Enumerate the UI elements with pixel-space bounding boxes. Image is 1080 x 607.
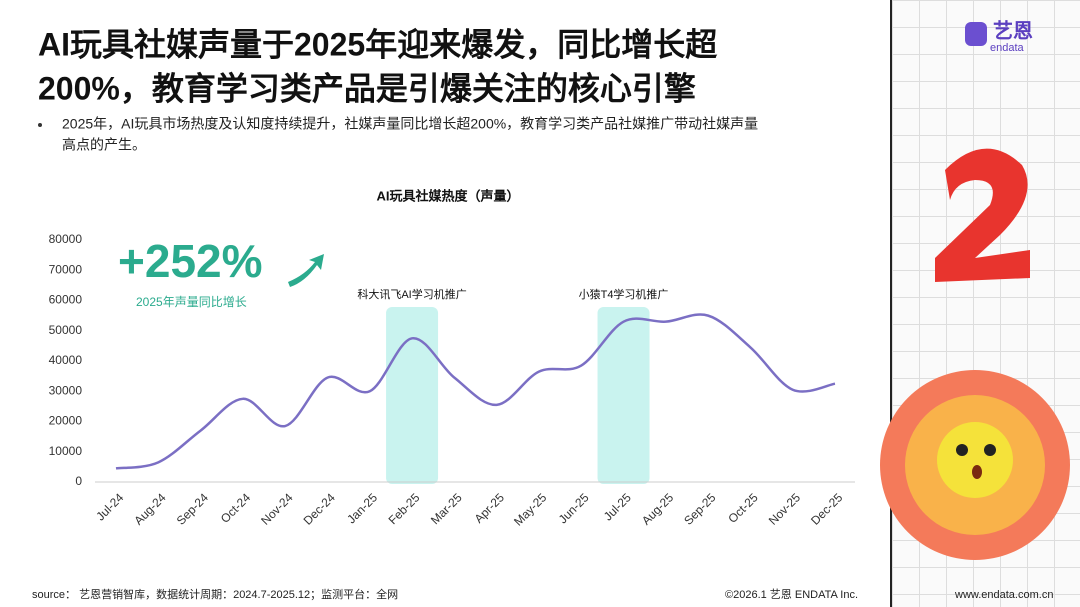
highlight-band [597,307,650,484]
title: 200%，教育学习类产品是引爆关注的核心引擎 [38,70,696,106]
x-tick-label: Nov-25 [766,490,803,527]
y-tick-label: 60000 [49,293,83,307]
x-tick-label: Oct-24 [218,490,254,526]
y-tick-label: 50000 [49,323,83,337]
y-tick-label: 20000 [49,414,83,428]
x-tick-label: Sep-24 [174,490,211,527]
logo-name: 艺恩 [993,19,1033,42]
x-tick-label: Jul-24 [93,490,126,523]
x-tick-label: May-25 [511,490,549,528]
highlight-band [386,307,439,484]
y-tick-label: 40000 [49,353,83,367]
highlight-label: 小猿T4学习机推广 [579,287,669,301]
x-tick-label: Jun-25 [556,490,592,526]
title: AI玩具社媒声量于2025年迎来爆发，同比增长超 [38,26,718,62]
x-tick-label: Dec-25 [808,490,845,527]
x-tick-label: Nov-24 [258,490,295,527]
logo-icon [965,22,987,46]
decor-number [935,148,1030,282]
decor-flower [880,370,1070,560]
callout-value: +252% [118,235,263,287]
bullet-dot [38,123,42,127]
chart-title: AI玩具社媒热度（声量） [376,188,519,203]
x-tick-label: Apr-25 [472,490,508,526]
x-tick-label: Aug-25 [639,490,676,527]
x-tick-label: Dec-24 [301,490,338,527]
highlight-label: 科大讯飞AI学习机推广 [357,287,466,301]
x-tick-label: Jul-25 [601,490,634,523]
y-tick-label: 70000 [49,262,83,276]
x-tick-label: Aug-24 [131,490,168,527]
line [115,313,836,470]
source: source： 艺恩营销智库，数据统计周期：2024.7-2025.12；监测平… [32,587,398,601]
x-tick-label: Sep-25 [681,490,718,527]
y-tick-label: 0 [75,474,82,488]
logo-sub: endata [990,42,1025,54]
x-tick-label: Mar-25 [428,490,465,527]
y-tick-label: 10000 [49,444,83,458]
x-tick-label: Jan-25 [344,490,380,526]
x-tick-label: Oct-25 [725,490,761,526]
url: www.endata.com.cn [954,589,1053,601]
bullet-text: 高点的产生。 [62,137,146,153]
y-tick-label: 80000 [49,232,83,246]
callout-caption: 2025年声量同比增长 [136,295,247,309]
copyright: ©2026.1 艺恩 ENDATA Inc. [725,588,858,601]
x-tick-label: Feb-25 [386,490,423,527]
bullet-text: 2025年，AI玩具市场热度及认知度持续提升，社媒声量同比增长超200%，教育学… [62,116,758,132]
y-tick-label: 30000 [49,383,83,397]
callout-arrow [288,254,324,287]
